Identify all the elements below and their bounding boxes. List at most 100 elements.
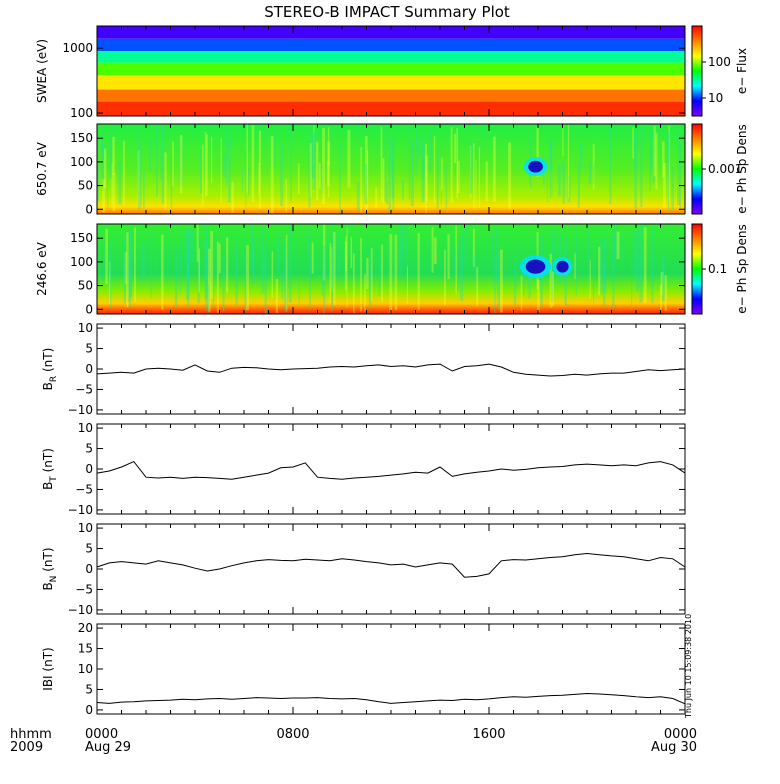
y-tick-label: 5 [85, 342, 93, 356]
heatmap-streak [329, 242, 332, 303]
heatmap-streak [472, 228, 475, 268]
heatmap-streak [321, 165, 324, 194]
heatmap-streak [190, 228, 194, 262]
heatmap-streak [222, 257, 225, 312]
heatmap-streak [659, 284, 662, 311]
heatmap-streak [398, 224, 402, 276]
heatmap-streak [204, 131, 207, 197]
heatmap-streak [631, 254, 633, 310]
heatmap-streak [389, 233, 393, 314]
heatmap-streak [370, 248, 373, 301]
heatmap-streak [281, 270, 284, 299]
heatmap-streak [476, 266, 479, 307]
heatmap-streak [408, 126, 411, 200]
heatmap-streak [164, 152, 167, 211]
heatmap-streak [402, 179, 404, 201]
heatmap-streak [228, 137, 231, 203]
heatmap-streak [155, 248, 157, 282]
y-tick-label: 10 [78, 662, 93, 676]
heatmap-streak [454, 249, 457, 274]
heatmap-streak [198, 248, 200, 293]
heatmap-streak [450, 127, 453, 203]
heatmap-streak [218, 243, 221, 274]
y-tick-label: 10 [78, 521, 93, 535]
heatmap-streak [417, 233, 420, 311]
heatmap-streak [288, 224, 292, 303]
heatmap-streak [421, 145, 425, 203]
heatmap-streak [245, 146, 247, 208]
heatmap-streak [575, 226, 577, 297]
heatmap-streak [137, 150, 140, 207]
heatmap-streak [394, 234, 398, 311]
heatmap-streak [598, 246, 601, 296]
heatmap-streak [663, 241, 665, 295]
heatmap-streak [447, 234, 450, 279]
y-axis-label: BT (nT) [41, 448, 59, 490]
heatmap-streak [621, 233, 623, 260]
heatmap-streak [649, 130, 653, 170]
heatmap-streak [662, 141, 665, 178]
heatmap-streak [616, 231, 620, 260]
heatmap-streak [322, 224, 326, 281]
heatmap-streak [179, 135, 183, 193]
heatmap-streak [186, 228, 189, 250]
heatmap-streak [248, 167, 250, 196]
heatmap-streak [636, 228, 639, 292]
heatmap-streak [111, 162, 113, 204]
y-tick-label: 15 [78, 642, 93, 656]
heatmap-streak [261, 226, 265, 294]
heatmap-streak [143, 169, 145, 209]
heatmap-streak [309, 143, 312, 198]
y-tick-label: 0 [85, 562, 93, 576]
heatmap-streak [244, 253, 247, 312]
heatmap-streak [517, 244, 519, 267]
y-tick-label: 150 [70, 231, 93, 245]
heatmap-streak [551, 271, 554, 307]
time-tick-label: 1600 [472, 727, 505, 742]
heatmap-streak [469, 145, 472, 198]
heatmap-streak [123, 232, 126, 304]
time-row-label-hhmm: hhmm [10, 727, 52, 742]
plot-title: STEREO-B IMPACT Summary Plot [264, 3, 510, 21]
heatmap-streak [366, 150, 369, 197]
y-tick-label: −5 [75, 582, 93, 596]
y-tick-label: 0 [85, 703, 93, 717]
heatmap-streak [187, 229, 190, 308]
heatmap-streak [551, 143, 553, 197]
heatmap-streak [211, 136, 213, 183]
heatmap-streak [150, 226, 152, 299]
heatmap-streak [417, 135, 421, 157]
heatmap-streak [225, 125, 228, 186]
y-tick-label: 50 [78, 179, 93, 193]
heatmap-streak [456, 127, 459, 198]
heatmap-streak [105, 228, 108, 284]
heatmap-streak [344, 241, 347, 291]
heatmap-streak [558, 163, 561, 197]
heatmap-streak [285, 179, 288, 212]
y-tick-label: 1000 [62, 41, 93, 55]
heatmap-streak [251, 225, 254, 275]
heatmap-streak [184, 229, 186, 269]
time-tick-date: Aug 29 [85, 740, 131, 755]
series-line [96, 692, 686, 705]
heatmap-streak [549, 253, 552, 308]
heatmap-streak [109, 130, 112, 179]
heatmap-streak [410, 139, 414, 207]
heatmap-streak [350, 236, 353, 269]
heatmap-streak [382, 158, 385, 204]
heatmap-streak [321, 270, 324, 296]
heatmap-streak [381, 244, 383, 302]
heatmap-streak [275, 279, 279, 314]
heatmap-streak [127, 255, 130, 303]
heatmap-streak [454, 133, 457, 163]
heatmap-band [97, 89, 685, 102]
y-tick-label: −10 [68, 403, 93, 417]
y-tick-label: −5 [75, 482, 93, 496]
series-line [96, 363, 686, 377]
y-tick-label: 100 [70, 155, 93, 169]
heatmap-streak [485, 161, 488, 202]
y-tick-label: −5 [75, 382, 93, 396]
time-tick-date: Aug 30 [651, 740, 697, 755]
heatmap-streak [473, 255, 477, 280]
